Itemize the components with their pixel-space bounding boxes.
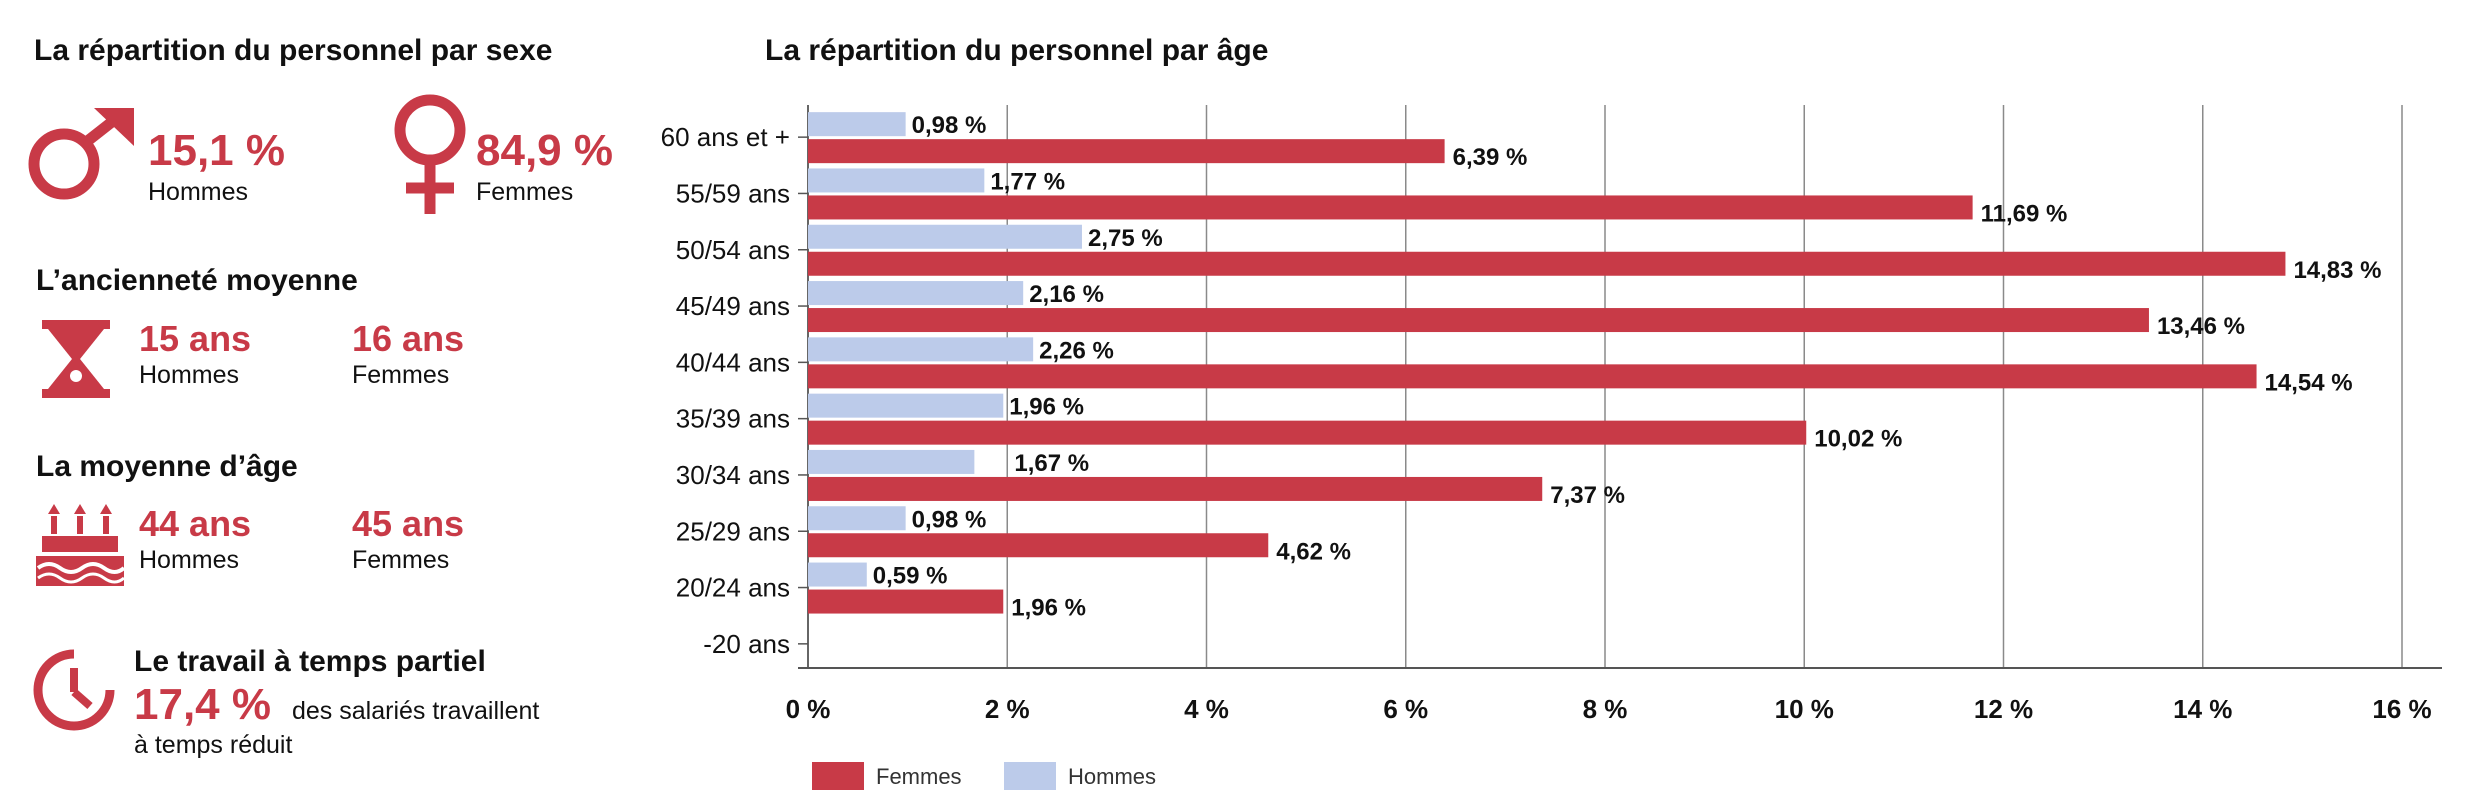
x-tick-label: 4 %: [1184, 694, 1229, 724]
part-time-text-line2: à temps réduit: [134, 731, 293, 759]
hourglass-icon: [42, 320, 110, 398]
bar-femmes: [808, 533, 1269, 558]
data-label-hommes: 0,59 %: [873, 563, 948, 590]
age-women-label: Femmes: [352, 546, 450, 574]
data-label-femmes: 6,39 %: [1453, 144, 1528, 171]
male-symbol-icon: [28, 108, 134, 200]
seniority-men-label: Hommes: [139, 361, 240, 389]
category-label: 60 ans et +: [661, 122, 790, 152]
x-tick-label: 0 %: [786, 694, 831, 724]
data-label-hommes: 1,67 %: [1014, 450, 1089, 477]
bar-hommes: [808, 281, 1024, 306]
bar-hommes: [808, 112, 906, 137]
x-tick-label: 14 %: [2173, 694, 2232, 724]
bar-hommes: [808, 168, 985, 193]
birthday-cake-icon: [36, 504, 126, 586]
part-time-text-line1: des salariés travaillent: [292, 697, 540, 725]
data-label-hommes: 1,77 %: [990, 168, 1065, 195]
x-tick-label: 16 %: [2372, 694, 2431, 724]
sex-section-title: La répartition du personnel par sexe: [34, 34, 553, 67]
category-label: -20 ans: [703, 629, 790, 659]
women-label: Femmes: [476, 178, 574, 206]
bar-hommes: [808, 393, 1004, 418]
bar-hommes: [808, 449, 975, 474]
category-label: 30/34 ans: [676, 460, 790, 490]
bar-femmes: [808, 589, 1004, 614]
bar-femmes: [808, 195, 1973, 220]
legend-label-femmes: Femmes: [876, 764, 962, 789]
category-label: 20/24 ans: [676, 573, 790, 603]
data-label-hommes: 2,16 %: [1029, 281, 1104, 308]
part-time-section-title: Le travail à temps partiel: [134, 645, 486, 678]
age-section-title: La moyenne d’âge: [36, 450, 298, 483]
legend-label-hommes: Hommes: [1068, 764, 1156, 789]
bar-femmes: [808, 308, 2149, 333]
summary-panel: La répartition du personnel par sexe 15,…: [0, 0, 640, 803]
women-percentage: 84,9 %: [476, 126, 613, 175]
x-tick-label: 12 %: [1974, 694, 2033, 724]
category-label: 40/44 ans: [676, 347, 790, 377]
data-label-femmes: 14,54 %: [2265, 369, 2353, 396]
data-label-femmes: 7,37 %: [1550, 482, 1625, 509]
bar-hommes: [808, 562, 867, 587]
seniority-men-value: 15 ans: [139, 318, 252, 359]
category-label: 50/54 ans: [676, 235, 790, 265]
men-label: Hommes: [148, 178, 249, 206]
female-symbol-icon: [394, 94, 466, 214]
x-tick-label: 8 %: [1583, 694, 1628, 724]
x-tick-label: 10 %: [1775, 694, 1834, 724]
bar-femmes: [808, 420, 1807, 445]
bars: [808, 112, 2286, 614]
data-label-hommes: 0,98 %: [912, 112, 987, 139]
legend-swatch-femmes: [812, 762, 864, 790]
legend-swatch-hommes: [1004, 762, 1056, 790]
category-label: 45/49 ans: [676, 291, 790, 321]
age-women-value: 45 ans: [352, 503, 465, 544]
data-label-femmes: 11,69 %: [1981, 200, 2068, 227]
seniority-women-label: Femmes: [352, 361, 450, 389]
data-label-hommes: 1,96 %: [1009, 394, 1084, 421]
data-label-hommes: 2,75 %: [1088, 225, 1163, 252]
data-label-femmes: 10,02 %: [1814, 426, 1902, 453]
bar-hommes: [808, 224, 1082, 249]
x-tick-label: 6 %: [1383, 694, 1428, 724]
men-percentage: 15,1 %: [148, 126, 285, 175]
data-label-hommes: 2,26 %: [1039, 337, 1114, 364]
bar-femmes: [808, 364, 2257, 389]
data-label-femmes: 1,96 %: [1011, 595, 1086, 622]
bar-hommes: [808, 337, 1034, 362]
legend: Femmes Hommes: [812, 762, 1156, 790]
category-label: 55/59 ans: [676, 178, 790, 208]
category-label: 25/29 ans: [676, 516, 790, 546]
data-label-femmes: 14,83 %: [2293, 257, 2381, 284]
labels: 0 % 2 % 4 % 6 % 8 % 10 % 12 % 14 % 16 % 60 ans et…: [661, 112, 2432, 724]
bar-femmes: [808, 476, 1543, 501]
age-men-value: 44 ans: [139, 503, 252, 544]
x-tick-label: 2 %: [985, 694, 1030, 724]
seniority-women-value: 16 ans: [352, 318, 465, 359]
part-time-value: 17,4 %: [134, 680, 271, 729]
category-label: 35/39 ans: [676, 404, 790, 434]
bar-hommes: [808, 506, 906, 531]
data-label-hommes: 0,98 %: [912, 506, 987, 533]
seniority-section-title: L’ancienneté moyenne: [36, 264, 358, 297]
bar-femmes: [808, 139, 1445, 164]
chart-title: La répartition du personnel par âge: [765, 34, 1269, 67]
bar-femmes: [808, 251, 2286, 276]
age-men-label: Hommes: [139, 546, 240, 574]
data-label-femmes: 13,46 %: [2157, 313, 2245, 340]
clock-icon: [33, 649, 115, 731]
data-label-femmes: 4,62 %: [1276, 538, 1351, 565]
